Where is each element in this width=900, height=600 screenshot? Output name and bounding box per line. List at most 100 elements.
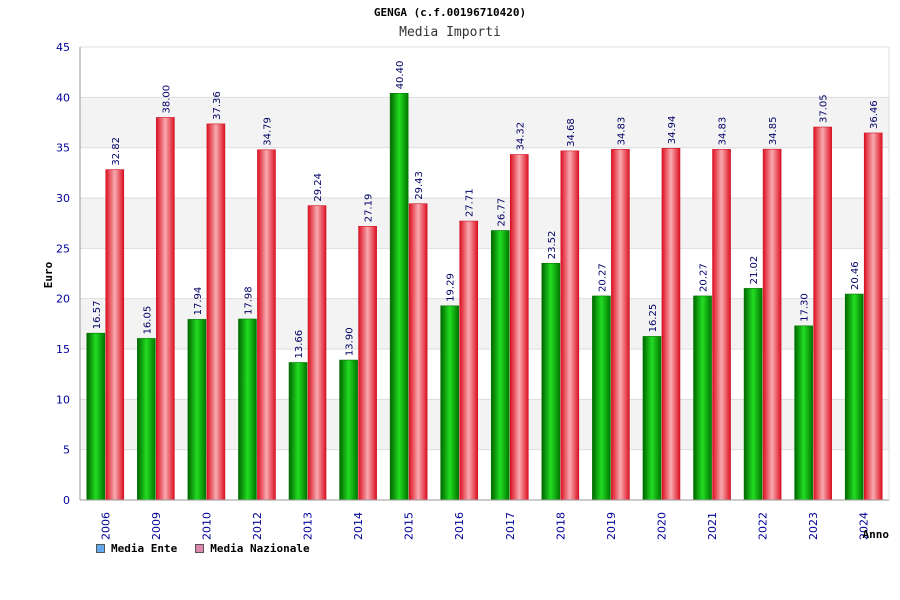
x-tick-label: 2016 [453,512,466,540]
x-tick-label: 2009 [150,512,163,540]
data-label: 37.36 [212,91,223,120]
data-label: 36.46 [869,100,880,129]
data-label: 13.90 [345,327,356,356]
data-label: 38.00 [161,85,172,114]
data-label: 32.82 [111,137,122,166]
data-label: 20.27 [597,263,608,292]
x-tick-label: 2021 [706,512,719,540]
x-tick-label: 2017 [504,512,517,540]
data-label: 34.83 [718,117,729,146]
bar-media-nazionale-2013 [307,205,327,501]
bar-media-nazionale-2021 [712,149,731,501]
data-label: 34.94 [667,116,678,145]
data-label: 16.25 [648,304,659,333]
x-tick-label: 2019 [605,512,618,540]
x-axis-label: Anno [863,528,890,541]
data-label: 29.24 [313,173,324,202]
data-label: 20.46 [850,261,861,290]
x-tick-label: 2020 [655,512,668,540]
data-label: 40.40 [395,61,406,90]
legend-label-media-nazionale: Media Nazionale [210,542,310,555]
data-label: 16.57 [92,301,103,330]
y-tick-label: 45 [56,41,70,54]
data-label: 16.05 [142,306,153,335]
bar-media-ente-2016 [440,305,460,501]
y-tick-label: 25 [56,242,70,255]
y-tick-label: 0 [63,494,70,507]
data-label: 23.52 [547,231,558,260]
bar-media-nazionale-2024 [863,132,883,501]
y-tick-label: 20 [56,293,70,306]
x-tick-label: 2013 [302,512,315,540]
data-label: 34.68 [566,118,577,147]
data-label: 34.32 [515,122,526,151]
legend-label-media-ente: Media Ente [111,542,178,555]
bar-media-nazionale-2020 [661,147,681,501]
bar-media-ente-2017 [490,230,510,501]
bar-media-ente-2022 [743,288,763,501]
y-tick-label: 10 [56,393,70,406]
bar-media-nazionale-2006 [105,169,125,501]
bar-media-ente-2019 [592,295,611,501]
data-label: 17.30 [800,293,811,322]
legend-item-media-ente: Media Ente [96,542,177,555]
bar-media-ente-2010 [187,319,207,501]
chart-subtitle: Media Importi [399,25,501,40]
x-tick-label: 2010 [200,512,213,540]
bar-media-nazionale-2017 [509,154,529,501]
bar-media-ente-2024 [844,293,864,501]
data-label: 37.05 [819,94,830,123]
data-label: 17.98 [243,286,254,315]
bar-media-nazionale-2022 [762,148,782,501]
y-axis-label: Euro [42,261,55,288]
bar-media-nazionale-2015 [408,203,428,501]
x-tick-label: 2012 [251,512,264,540]
bar-media-ente-2006 [86,332,106,501]
bar-media-ente-2018 [541,262,561,501]
data-label: 21.02 [749,256,760,285]
y-tick-label: 30 [56,192,70,205]
data-label: 17.94 [193,287,204,316]
y-tick-label: 40 [56,91,70,104]
bar-media-nazionale-2016 [459,220,479,501]
bar-media-nazionale-2018 [560,150,580,501]
x-tick-label: 2015 [403,512,416,540]
legend-item-media-nazionale: Media Nazionale [195,542,310,555]
y-tick-label: 5 [63,444,70,457]
x-tick-label: 2024 [858,512,871,540]
bar-media-ente-2009 [137,338,156,501]
x-tick-label: 2014 [352,512,365,540]
data-label: 27.19 [364,194,375,223]
bar-media-nazionale-2014 [358,225,377,501]
data-label: 34.85 [768,117,779,146]
bar-media-ente-2020 [642,336,662,501]
x-tick-label: 2022 [757,512,770,540]
x-tick-label: 2006 [99,512,112,540]
y-tick-label: 15 [56,343,70,356]
bar-media-nazionale-2009 [156,117,175,501]
bar-media-ente-2013 [288,362,308,501]
data-label: 29.43 [414,171,425,200]
data-label: 20.27 [699,263,710,292]
bar-media-nazionale-2023 [813,126,832,501]
data-label: 34.83 [616,117,627,146]
legend: Media Ente Media Nazionale [96,542,310,555]
bar-media-ente-2023 [794,325,813,501]
chart-title: GENGA (c.f.00196710420) [373,6,527,19]
y-tick-label: 35 [56,142,70,155]
bar-media-ente-2021 [693,295,712,501]
legend-swatch-media-nazionale [195,544,205,553]
bar-media-ente-2012 [238,318,257,501]
x-tick-label: 2023 [807,512,820,540]
x-tick-label: 2018 [554,512,567,540]
data-label: 26.77 [496,198,507,227]
data-label: 19.29 [446,273,457,302]
bar-media-nazionale-2019 [611,149,630,501]
bar-media-ente-2014 [339,359,358,501]
legend-swatch-media-ente [96,544,105,553]
data-label: 13.66 [294,330,305,359]
bar-media-nazionale-2012 [257,149,276,501]
bar-media-nazionale-2010 [206,123,226,501]
bar-media-ente-2015 [389,93,409,501]
